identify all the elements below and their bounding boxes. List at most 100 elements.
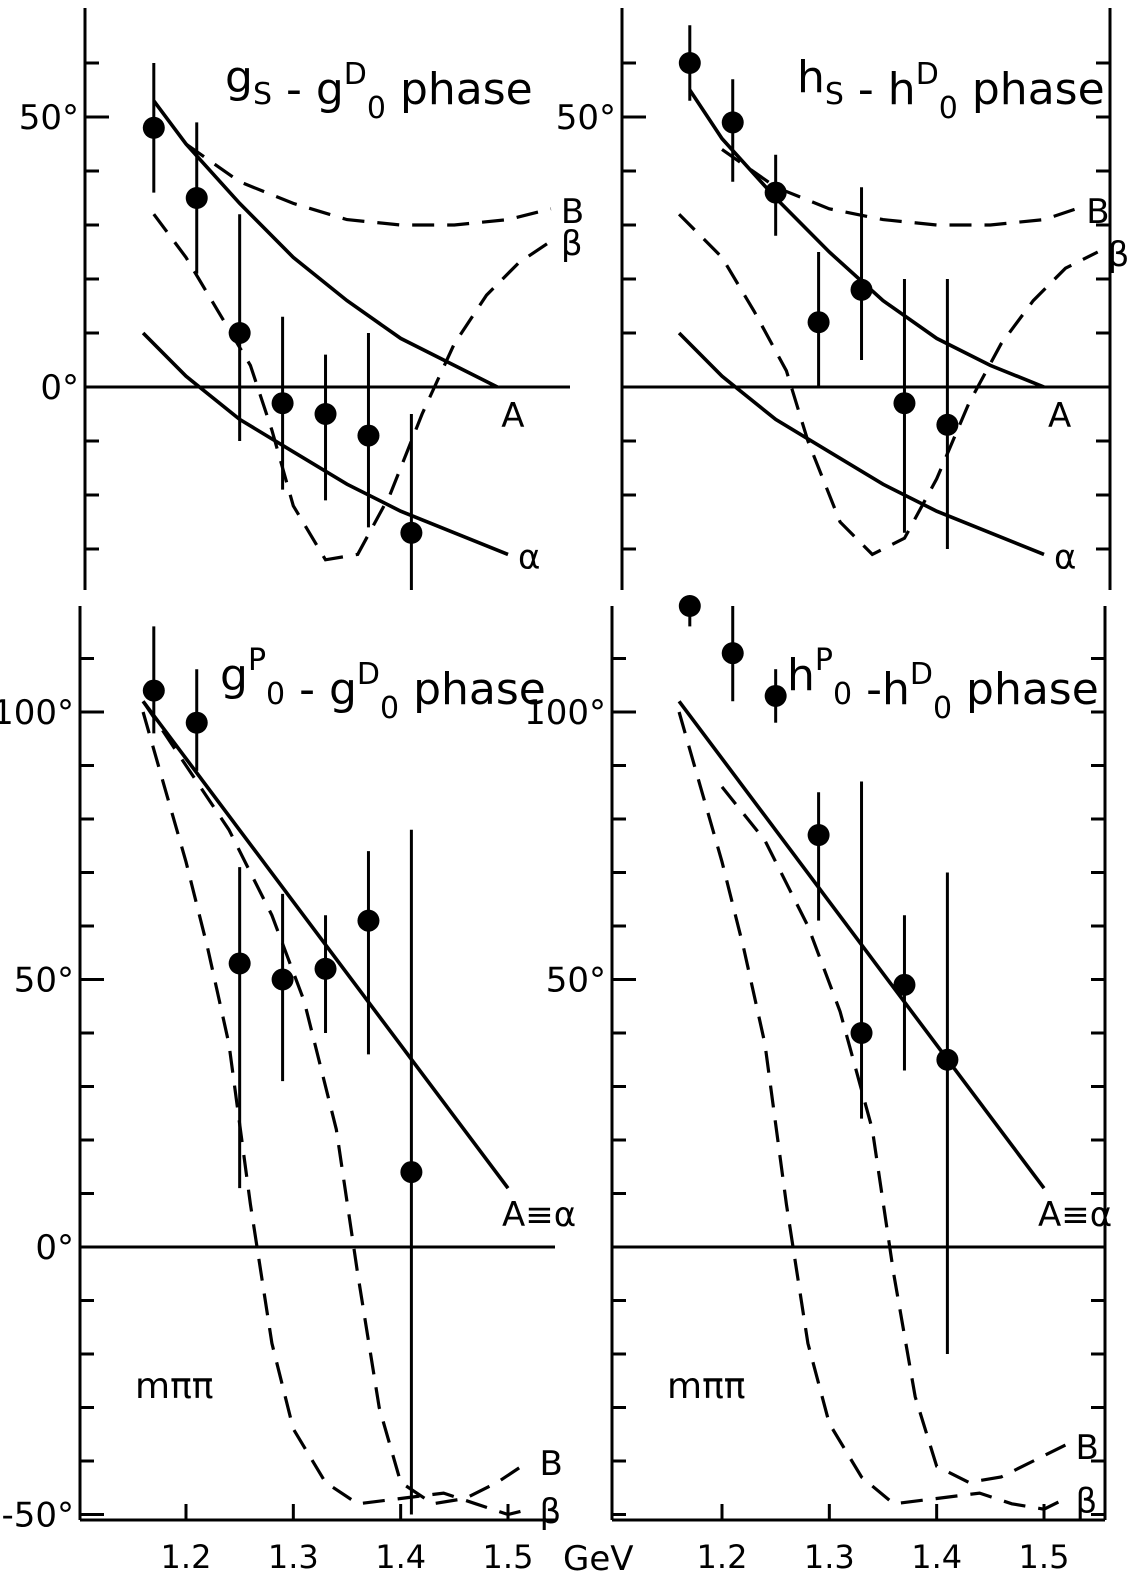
data-point	[228, 322, 251, 344]
title-symbol: g	[220, 650, 248, 701]
curve-label: β	[561, 224, 583, 264]
y-tick-label: 100°	[0, 693, 74, 733]
y-tick-label: -50°	[1, 1496, 74, 1536]
data-point	[142, 116, 165, 139]
title-tail: phase	[952, 664, 1099, 715]
title-sub: 0	[266, 677, 285, 712]
x-unit-label: GeV	[563, 1539, 634, 1579]
curve-dashed	[141, 700, 531, 1506]
data-point	[807, 311, 830, 334]
curve-dashed	[185, 142, 552, 227]
title-mid: - h	[844, 64, 916, 115]
data-point	[314, 957, 337, 980]
curve-solid	[152, 99, 499, 389]
y-tick-label: 50°	[19, 98, 79, 138]
title-symbol: g	[225, 52, 253, 103]
curve-solid	[677, 331, 1045, 557]
data-point	[893, 973, 916, 996]
title-sub: S	[253, 77, 272, 112]
x-tick-label: 1.4	[911, 1538, 962, 1576]
curve-dashed	[720, 785, 1067, 1485]
title-sub: S	[825, 77, 844, 112]
curve-solid	[141, 331, 509, 557]
y-tick-label: 0°	[35, 1228, 74, 1268]
title-sub: 0	[380, 691, 399, 726]
title-symbol: h	[797, 52, 825, 103]
title-sup: P	[248, 643, 266, 678]
data-point	[721, 642, 744, 665]
title-sup: D	[910, 657, 933, 692]
curve-label: β	[1108, 235, 1130, 275]
title-sup: D	[916, 57, 939, 92]
data-point	[893, 392, 916, 415]
chart-title: gP0 - gD0 phase	[220, 643, 546, 726]
y-tick-label: 50°	[546, 961, 606, 1001]
title-sup: D	[357, 657, 380, 692]
data-point	[764, 181, 787, 204]
data-point	[936, 413, 959, 436]
curve-solid	[688, 89, 1045, 389]
y-tick-label: 0°	[40, 368, 79, 408]
title-mid: - g	[285, 664, 357, 715]
curve-label: A≡α	[502, 1195, 576, 1235]
x-tick-label: 1.5	[483, 1538, 534, 1576]
x-axis-label: mππ	[667, 1366, 745, 1407]
y-tick-label: 100°	[524, 693, 606, 733]
curve-label: B	[539, 1444, 562, 1484]
data-point	[850, 278, 873, 301]
data-point	[357, 909, 380, 932]
curve-label: B	[1086, 192, 1109, 232]
data-point	[271, 392, 294, 415]
chart-panel-gs-g0d: 50° 0° gS - gD0 phase Aα Bβ	[19, 8, 584, 590]
data-point	[314, 403, 337, 425]
data-point	[271, 968, 294, 991]
x-tick-label: 1.3	[268, 1538, 319, 1576]
chart-panel-hs-h0d: 50° hS - hD0 phase Aα Bβ	[556, 8, 1130, 590]
data-point	[807, 824, 830, 847]
data-point	[228, 952, 251, 975]
data-point	[142, 679, 165, 702]
title-sup: P	[815, 643, 833, 678]
y-tick-label: 50°	[556, 98, 616, 138]
x-tick-label: 1.4	[375, 1538, 426, 1576]
chart-title: hP0 -hD0 phase	[787, 643, 1099, 726]
chart-title: gS - gD0 phase	[225, 52, 533, 126]
title-sup: D	[344, 57, 367, 92]
data-point	[678, 595, 701, 617]
curve-label: β	[1075, 1481, 1097, 1521]
y-tick-label: 50°	[14, 961, 74, 1001]
chart-title: hS - hD0 phase	[797, 52, 1105, 126]
curve-dashed	[152, 213, 552, 562]
data-point	[400, 1161, 423, 1184]
data-point	[185, 187, 208, 209]
curve-label: β	[539, 1492, 561, 1532]
curve-label: A	[1048, 396, 1071, 436]
title-sub: 0	[933, 691, 952, 726]
data-point	[721, 111, 744, 134]
x-tick-label: 1.5	[1019, 1538, 1070, 1576]
title-sub: 0	[939, 91, 958, 126]
data-point	[185, 711, 208, 734]
curve-label: A≡α	[1038, 1195, 1112, 1235]
title-sub: 0	[367, 91, 386, 126]
title-mid: - g	[272, 64, 344, 115]
title-sub: 0	[833, 677, 852, 712]
curve-label: α	[1054, 537, 1076, 577]
data-point	[764, 684, 787, 707]
curve-label: A	[501, 396, 524, 436]
title-mid: -h	[852, 664, 910, 715]
data-point	[936, 1048, 959, 1071]
x-tick-label: 1.2	[697, 1538, 748, 1576]
title-tail: phase	[399, 664, 546, 715]
data-point	[850, 1022, 873, 1044]
curve-dashed	[141, 711, 530, 1517]
title-tail: phase	[958, 64, 1105, 115]
x-axis-label: mππ	[135, 1366, 213, 1407]
data-point	[678, 52, 701, 74]
data-point	[357, 424, 380, 447]
title-symbol: h	[787, 650, 815, 701]
data-point	[400, 521, 423, 544]
curve-label: B	[1075, 1428, 1098, 1468]
curve-dashed	[677, 711, 1067, 1511]
